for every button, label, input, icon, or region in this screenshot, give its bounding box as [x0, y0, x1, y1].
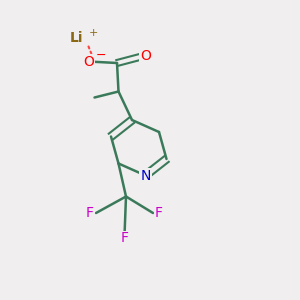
Text: F: F — [155, 206, 163, 220]
Text: F: F — [121, 232, 128, 245]
Text: Li: Li — [70, 31, 83, 44]
Text: +: + — [88, 28, 98, 38]
Text: O: O — [140, 49, 151, 62]
Text: F: F — [86, 206, 94, 220]
Text: N: N — [140, 169, 151, 182]
Text: O: O — [83, 55, 94, 68]
Text: −: − — [95, 49, 106, 62]
